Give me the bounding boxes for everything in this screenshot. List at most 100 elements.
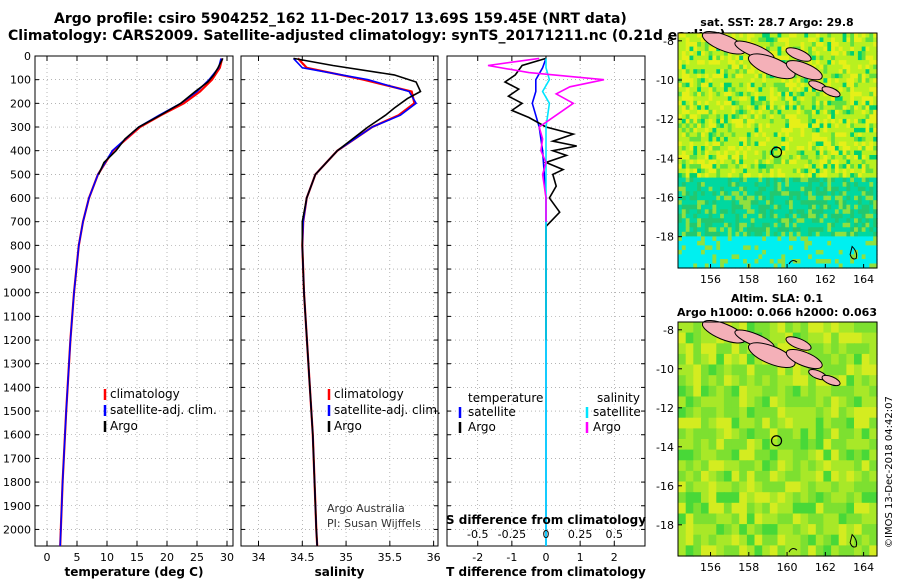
map-cell (678, 114, 683, 120)
map-cell (681, 186, 687, 192)
map-cell (846, 51, 851, 57)
map-cell (693, 227, 698, 233)
map-cell (693, 51, 698, 57)
map-cell (754, 200, 759, 206)
map-cell (746, 78, 752, 84)
map-cell (854, 236, 859, 242)
map-cell (800, 96, 805, 102)
map-cell (678, 69, 683, 75)
map-cell (769, 222, 775, 228)
map-cell (708, 209, 713, 215)
map-cell (796, 209, 801, 215)
map-cell (869, 332, 878, 344)
map-cell (773, 240, 779, 246)
map-cell (693, 73, 698, 79)
map-cell (842, 87, 847, 93)
map-cell (704, 78, 710, 84)
map-cell (754, 73, 759, 79)
map-cell (716, 69, 721, 75)
map-cell (773, 231, 779, 237)
map-cell (739, 470, 748, 483)
map-cell (762, 322, 771, 334)
map-cell (865, 191, 870, 197)
map-cell (842, 82, 847, 88)
map-cell (681, 114, 687, 120)
diff-legend-title-temperature: temperature (468, 391, 543, 405)
map-cell (743, 150, 748, 156)
map-cell (854, 73, 859, 79)
sla-map-y-tick-label: -18 (656, 519, 674, 532)
map-cell (796, 132, 801, 138)
map-cell (800, 37, 805, 43)
map-cell (785, 218, 790, 224)
diff-s-tick-label: -0.5 (467, 528, 488, 541)
map-cell (708, 428, 717, 440)
sla-map-x-tick-label: 156 (700, 561, 721, 574)
map-cell (769, 78, 775, 84)
map-cell (808, 231, 813, 237)
map-cell (789, 159, 794, 165)
map-cell (701, 534, 710, 546)
map-cell (869, 114, 874, 120)
map-cell (777, 37, 782, 43)
map-cell (689, 100, 694, 106)
map-cell (792, 123, 798, 129)
map-cell (850, 213, 855, 219)
map-cell (831, 132, 836, 138)
map-cell (827, 64, 832, 70)
depth-tick-label: 400 (10, 145, 31, 158)
map-cell (861, 240, 867, 246)
map-cell (681, 213, 687, 219)
map-cell (792, 33, 798, 39)
map-cell (815, 449, 825, 461)
temp-legend-label: climatology (110, 387, 180, 401)
map-cell (758, 155, 763, 161)
map-cell (827, 259, 832, 265)
map-cell (766, 146, 771, 152)
map-cell (769, 127, 775, 133)
map-cell (819, 33, 824, 39)
map-cell (762, 236, 767, 242)
map-cell (827, 245, 832, 251)
map-cell (777, 417, 786, 429)
map-cell (731, 186, 736, 192)
map-cell (712, 96, 717, 102)
map-cell (708, 132, 713, 138)
map-cell (796, 164, 801, 170)
map-cell (678, 150, 683, 156)
map-cell (727, 213, 733, 219)
map-cell (689, 37, 694, 43)
map-cell (838, 164, 844, 170)
map-cell (712, 200, 717, 206)
map-cell (819, 78, 824, 84)
map-cell (846, 191, 851, 197)
map-cell (808, 209, 813, 215)
map-cell (846, 150, 851, 156)
map-cell (739, 263, 744, 269)
map-cell (716, 51, 721, 57)
map-cell (861, 213, 867, 219)
map-cell (800, 470, 809, 483)
map-cell (720, 146, 725, 152)
map-cell (857, 263, 863, 269)
map-cell (746, 173, 752, 179)
map-cell (727, 236, 733, 242)
map-cell (693, 209, 698, 215)
map-cell (846, 263, 851, 269)
map-cell (743, 200, 748, 206)
map-cell (854, 263, 859, 269)
temp-frame (34, 55, 234, 547)
map-cell (865, 249, 870, 255)
map-cell (746, 364, 756, 376)
map-cell (754, 231, 759, 237)
sla-map-subtitle: Argo h1000: 0.066 h2000: 0.063 (677, 306, 877, 319)
map-cell (701, 513, 710, 525)
map-cell (861, 123, 867, 129)
map-cell (792, 146, 798, 152)
map-cell (716, 91, 721, 97)
map-cell (819, 155, 824, 161)
map-cell (766, 195, 771, 201)
map-cell (846, 428, 855, 440)
map-cell (716, 513, 725, 525)
map-cell (800, 231, 805, 237)
